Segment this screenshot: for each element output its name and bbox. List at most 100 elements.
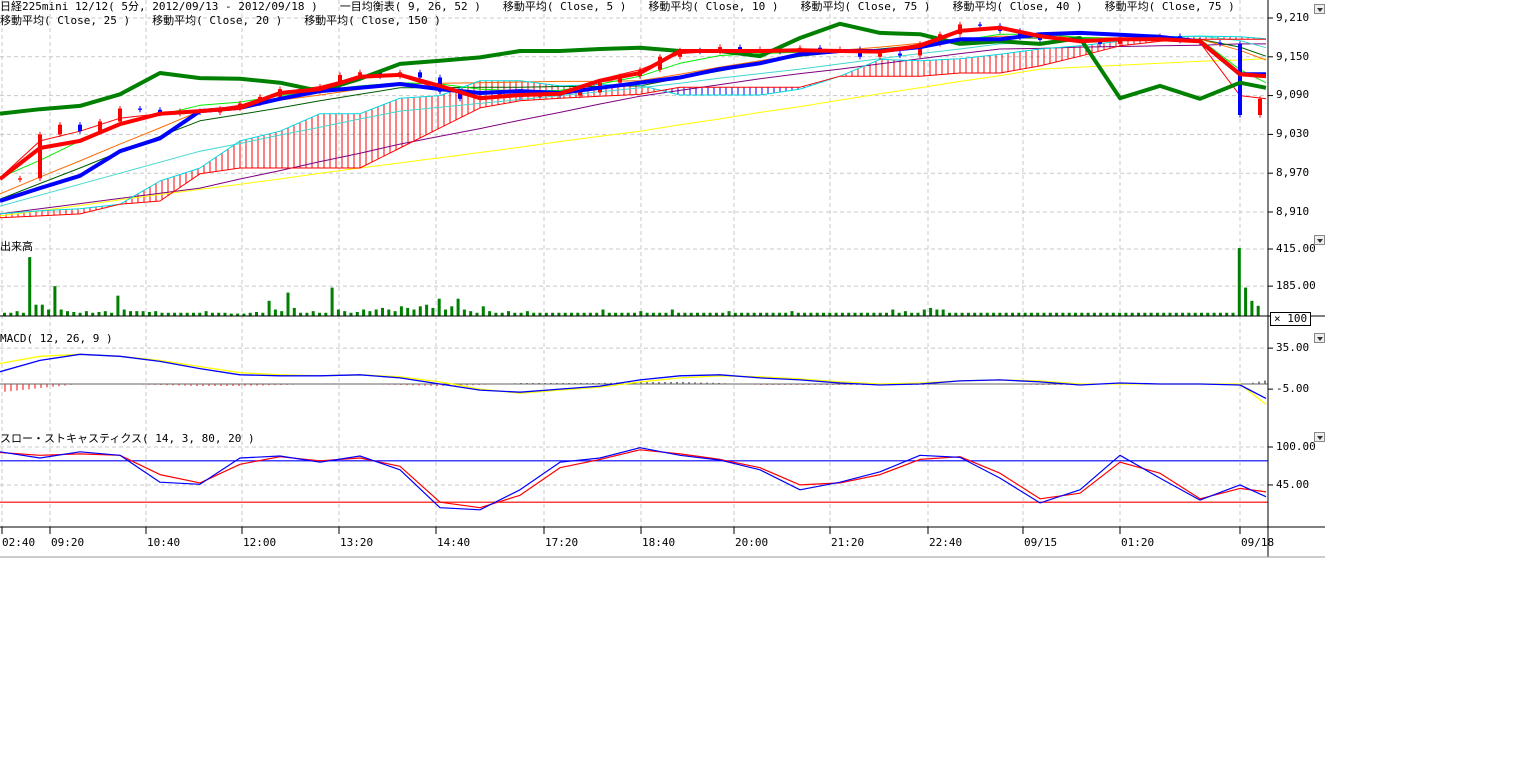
volume-tick: 415.00 <box>1276 242 1316 255</box>
volume-bar <box>954 312 958 316</box>
macd-panel-menu-dropdown[interactable] <box>1314 333 1325 343</box>
volume-bar <box>746 312 750 316</box>
volume-bar <box>229 313 233 316</box>
volume-bar <box>280 311 284 316</box>
volume-bar <box>1042 312 1046 316</box>
candle-body <box>578 92 582 96</box>
volume-bar <box>210 312 214 316</box>
volume-bar <box>620 312 624 316</box>
time-label: 01:20 <box>1121 536 1155 549</box>
volume-bar <box>563 312 567 316</box>
volume-bar <box>777 312 781 316</box>
time-label: 09/15 <box>1024 536 1058 549</box>
axes-frame <box>0 0 1325 558</box>
volume-bar <box>639 311 643 316</box>
volume-bar <box>1155 312 1159 316</box>
volume-panel-label: 出来高 <box>0 240 33 253</box>
time-label: 14:40 <box>437 536 471 549</box>
volume-bar <box>1067 312 1071 316</box>
legend-item: 日経225mini 12/12( 5分, 2012/09/13 - 2012/0… <box>0 0 318 13</box>
volume-bar <box>910 312 914 316</box>
volume-bar <box>28 257 32 316</box>
legend-item: 移動平均( Close, 10 ) <box>648 0 779 13</box>
volume-bar <box>809 312 813 316</box>
volume-bar <box>1111 312 1115 316</box>
volume-bar <box>1086 312 1090 316</box>
volume-bar <box>1017 312 1021 316</box>
volume-bar <box>78 312 82 316</box>
volume-bar <box>217 312 221 316</box>
time-label: 17:20 <box>545 536 579 549</box>
volume-bar <box>179 312 183 316</box>
volume-bar <box>1149 312 1153 316</box>
volume-bar <box>1080 312 1084 316</box>
volume-bar <box>992 312 996 316</box>
volume-bar <box>500 312 504 316</box>
volume-bar <box>1118 312 1122 316</box>
candle-body <box>618 76 622 83</box>
volume-bar <box>1231 312 1235 316</box>
volume-panel-menu-dropdown[interactable] <box>1314 235 1325 245</box>
volume-bar <box>859 312 863 316</box>
stochastic-tick: 100.00 <box>1276 440 1316 453</box>
volume-bar <box>450 306 454 316</box>
volume-bar <box>1092 312 1096 316</box>
volume-bar <box>135 311 139 316</box>
volume-bar <box>677 312 681 316</box>
volume-bar <box>59 309 63 316</box>
volume-bar <box>336 309 340 316</box>
volume-bar <box>714 312 718 316</box>
time-label: 18:40 <box>642 536 676 549</box>
volume-bar <box>406 307 410 316</box>
line-chikou <box>0 21 1267 116</box>
candle-body <box>418 72 422 78</box>
price-tick: 8,970 <box>1276 166 1310 179</box>
price-panel-menu-dropdown[interactable] <box>1314 4 1325 14</box>
volume-bar <box>53 286 57 316</box>
time-label: 13:20 <box>340 536 374 549</box>
volume-bar <box>1137 312 1140 316</box>
volume-tick: 185.00 <box>1276 279 1316 292</box>
volume-bar <box>84 311 88 316</box>
candle-body <box>78 124 82 132</box>
volume-bar <box>601 309 605 316</box>
volume-bar <box>185 312 189 316</box>
volume-bar <box>935 309 939 316</box>
candle-body <box>338 74 342 87</box>
candle-body <box>738 47 742 51</box>
volume-bar <box>696 312 699 316</box>
line-ma75 <box>0 43 1266 215</box>
volume-bar <box>973 312 977 316</box>
volume-bar <box>154 311 158 316</box>
legend-item: 移動平均( Close, 75 ) <box>800 0 931 13</box>
stochastic-d-line <box>0 449 1267 509</box>
volume-bar <box>658 312 662 316</box>
candle-body <box>1238 43 1242 115</box>
legend-item: 移動平均( Close, 75 ) <box>1104 0 1235 13</box>
volume-bar <box>103 311 107 316</box>
volume-bar <box>1244 287 1248 316</box>
moving-average-lines <box>0 28 1267 219</box>
volume-bar <box>519 312 523 316</box>
volume-bar <box>21 312 25 316</box>
volume-bar <box>1162 312 1166 316</box>
volume-bar <box>916 312 920 316</box>
volume-bar <box>966 312 970 316</box>
volume-bar <box>1218 312 1222 316</box>
volume-bar <box>362 309 366 316</box>
volume-bar <box>286 292 290 316</box>
volume-bar <box>418 306 422 316</box>
volume-bar <box>557 312 561 316</box>
stochastic-panel-menu-dropdown[interactable] <box>1314 432 1325 442</box>
candle-body <box>1038 37 1042 40</box>
volume-bar <box>3 312 6 316</box>
price-tick: 9,150 <box>1276 50 1310 63</box>
volume-multiplier: × 100 <box>1270 312 1312 326</box>
candle-body <box>878 53 882 57</box>
candle-body <box>498 93 502 96</box>
stochastic-k-line <box>0 447 1267 511</box>
volume-bar <box>425 304 429 316</box>
legend-line-2: 移動平均( Close, 25 ) 移動平均( Close, 20 ) 移動平均( … <box>0 14 463 28</box>
volume-bar <box>815 312 819 316</box>
volume-bar <box>1168 312 1172 316</box>
